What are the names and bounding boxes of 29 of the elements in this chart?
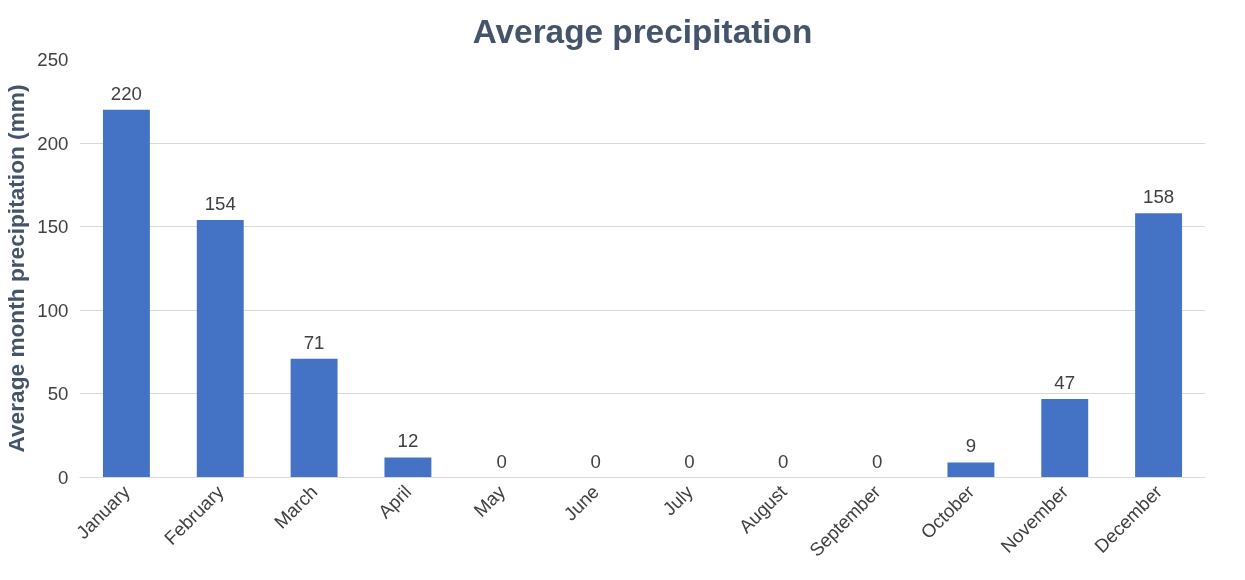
data-label: 0 bbox=[496, 450, 507, 472]
data-label: 47 bbox=[1054, 371, 1076, 393]
bar bbox=[290, 358, 338, 478]
data-label: 71 bbox=[303, 331, 325, 353]
y-axis-title: Average month precipitation (mm) bbox=[3, 84, 30, 453]
data-label: 220 bbox=[110, 82, 142, 104]
data-label: 0 bbox=[871, 450, 883, 472]
bar bbox=[196, 220, 244, 478]
x-tick-label: July bbox=[658, 480, 698, 520]
y-tick-label: 50 bbox=[47, 383, 69, 405]
y-tick-label: 0 bbox=[58, 467, 69, 488]
y-tick-label: 100 bbox=[37, 299, 69, 321]
y-tick-label: 200 bbox=[37, 132, 69, 154]
bar bbox=[384, 457, 432, 478]
x-tick-label: May bbox=[469, 480, 510, 521]
bar bbox=[947, 462, 995, 478]
chart-title: Average precipitation bbox=[472, 12, 813, 50]
data-label: 9 bbox=[965, 435, 977, 457]
data-label: 0 bbox=[684, 450, 695, 472]
bar bbox=[1135, 213, 1183, 478]
y-tick-label: 250 bbox=[37, 49, 69, 70]
data-label: 0 bbox=[778, 450, 789, 472]
data-label: 158 bbox=[1143, 186, 1175, 208]
bar bbox=[102, 109, 150, 478]
y-tick-label: 150 bbox=[37, 216, 69, 238]
data-label: 154 bbox=[204, 193, 236, 215]
data-label: 12 bbox=[397, 430, 419, 452]
bar bbox=[1041, 398, 1089, 478]
data-label: 0 bbox=[590, 450, 601, 472]
